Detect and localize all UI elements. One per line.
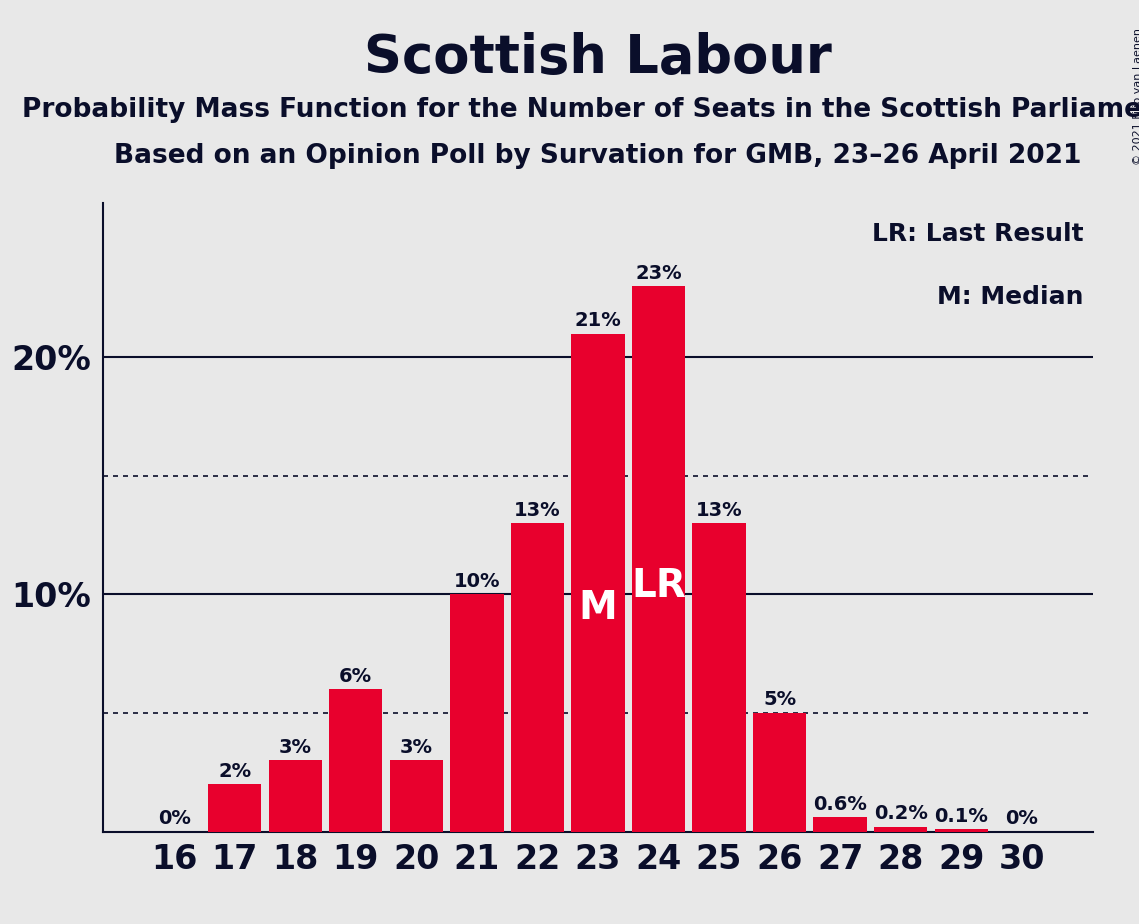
Text: 0.2%: 0.2% xyxy=(874,804,927,823)
Text: Based on an Opinion Poll by Survation for GMB, 23–26 April 2021: Based on an Opinion Poll by Survation fo… xyxy=(114,143,1082,169)
Text: M: M xyxy=(579,589,617,626)
Text: 0%: 0% xyxy=(158,809,190,828)
Bar xyxy=(693,523,746,832)
Bar xyxy=(329,689,383,832)
Text: Scottish Labour: Scottish Labour xyxy=(364,32,831,84)
Text: Probability Mass Function for the Number of Seats in the Scottish Parliament: Probability Mass Function for the Number… xyxy=(23,97,1139,123)
Bar xyxy=(813,818,867,832)
Text: 5%: 5% xyxy=(763,690,796,710)
Text: 23%: 23% xyxy=(636,263,682,283)
Bar xyxy=(269,760,322,832)
Text: 3%: 3% xyxy=(400,738,433,757)
Text: 13%: 13% xyxy=(514,501,560,520)
Text: 0.1%: 0.1% xyxy=(934,807,989,826)
Text: LR: LR xyxy=(631,567,686,605)
Text: 3%: 3% xyxy=(279,738,312,757)
Text: 10%: 10% xyxy=(453,572,500,591)
Bar xyxy=(510,523,564,832)
Bar xyxy=(632,286,686,832)
Bar xyxy=(450,594,503,832)
Text: © 2021 Filip van Laenen: © 2021 Filip van Laenen xyxy=(1133,28,1139,164)
Bar xyxy=(572,334,624,832)
Text: 21%: 21% xyxy=(574,311,622,330)
Bar xyxy=(208,784,261,832)
Text: 6%: 6% xyxy=(339,667,372,686)
Text: 13%: 13% xyxy=(696,501,743,520)
Bar xyxy=(874,827,927,832)
Text: LR: Last Result: LR: Last Result xyxy=(872,222,1083,246)
Bar xyxy=(935,829,988,832)
Text: 0.6%: 0.6% xyxy=(813,795,867,814)
Text: 2%: 2% xyxy=(219,761,252,781)
Text: M: Median: M: Median xyxy=(937,285,1083,309)
Text: 0%: 0% xyxy=(1006,809,1038,828)
Bar xyxy=(390,760,443,832)
Bar xyxy=(753,713,806,832)
